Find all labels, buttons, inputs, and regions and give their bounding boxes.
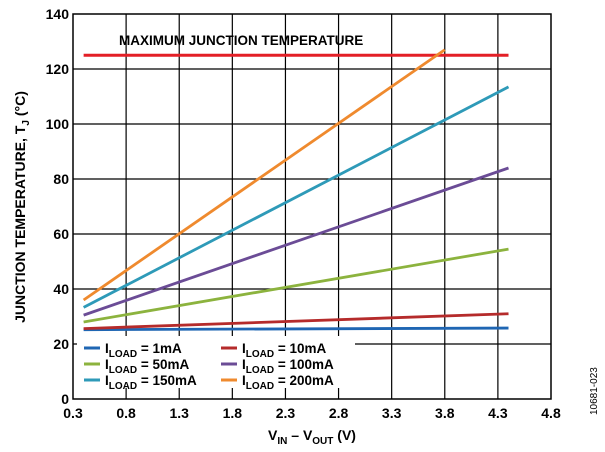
- x-tick-label: 1.3: [169, 405, 189, 421]
- y-tick-label: 60: [53, 226, 69, 242]
- y-tick-label: 120: [46, 61, 70, 77]
- y-tick-label: 0: [61, 391, 69, 407]
- y-tick-label: 20: [53, 336, 69, 352]
- y-tick-labels: 0 20 40 60 80 100 120 140: [46, 6, 70, 407]
- plot-border: [72, 13, 552, 400]
- figure-id: 10681-023: [589, 367, 600, 415]
- y-axis-title: JUNCTION TEMPERATURE, TJ (°C): [12, 91, 32, 323]
- y-tick-label: 140: [46, 6, 70, 22]
- legend-box: [77, 336, 355, 388]
- series-line: [83, 312, 509, 330]
- x-tick-label: 0.3: [63, 405, 83, 421]
- x-tick-label: 4.3: [488, 405, 508, 421]
- series-lines: [82, 48, 510, 332]
- legend-entry: ILOAD = 10mA: [242, 341, 327, 360]
- y-tick-label: 40: [53, 281, 69, 297]
- legend-entry: ILOAD = 50mA: [105, 357, 190, 376]
- x-axis-title: VIN – VOUT (V): [268, 427, 356, 447]
- series-line: [83, 247, 509, 324]
- x-tick-label: 2.3: [276, 405, 296, 421]
- series-line: [82, 48, 446, 302]
- x-tick-label: 2.8: [329, 405, 349, 421]
- series-line: [82, 85, 510, 309]
- max-junction-temp-label: MAXIMUM JUNCTION TEMPERATURE: [119, 33, 363, 48]
- x-tick-label: 1.8: [223, 405, 243, 421]
- y-tick-label: 100: [46, 116, 70, 132]
- x-tick-label: 0.8: [116, 405, 136, 421]
- series-line: [83, 326, 509, 332]
- legend-entry: ILOAD = 100mA: [242, 357, 334, 376]
- legend-entry: ILOAD = 1mA: [105, 341, 182, 360]
- legend-entry: ILOAD = 150mA: [105, 373, 197, 392]
- x-tick-label: 4.8: [541, 405, 561, 421]
- x-tick-label: 3.8: [435, 405, 455, 421]
- series-line: [83, 166, 509, 317]
- y-tick-label: 80: [53, 171, 69, 187]
- legend-entry: ILOAD = 200mA: [242, 373, 334, 392]
- x-tick-labels: 0.3 0.8 1.3 1.8 2.3 2.8 3.3 3.8 4.3 4.8: [63, 405, 561, 421]
- x-tick-label: 3.3: [382, 405, 402, 421]
- grid: [73, 14, 551, 399]
